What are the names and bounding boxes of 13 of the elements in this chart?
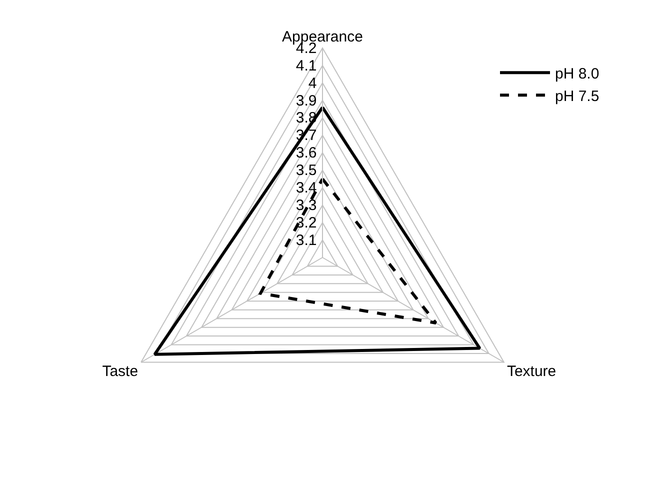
legend-label: pH 7.5: [555, 88, 600, 105]
spoke-label: Texture: [506, 363, 556, 380]
y-tick-label: 3.2: [296, 214, 317, 232]
y-tick-label: 3.5: [296, 162, 317, 180]
y-tick-label: 3.6: [296, 144, 317, 162]
y-tick-label: 4: [308, 74, 317, 92]
y-tick-label: 4.1: [296, 57, 317, 74]
y-tick-label: 3.9: [296, 92, 317, 110]
legend-label: pH 8.0: [555, 65, 600, 82]
y-tick-label: 3.4: [296, 180, 317, 197]
y-tick-label: 3.1: [296, 232, 317, 249]
spoke-label: Taste: [102, 363, 138, 380]
y-tick-label: 3.3: [296, 197, 317, 214]
